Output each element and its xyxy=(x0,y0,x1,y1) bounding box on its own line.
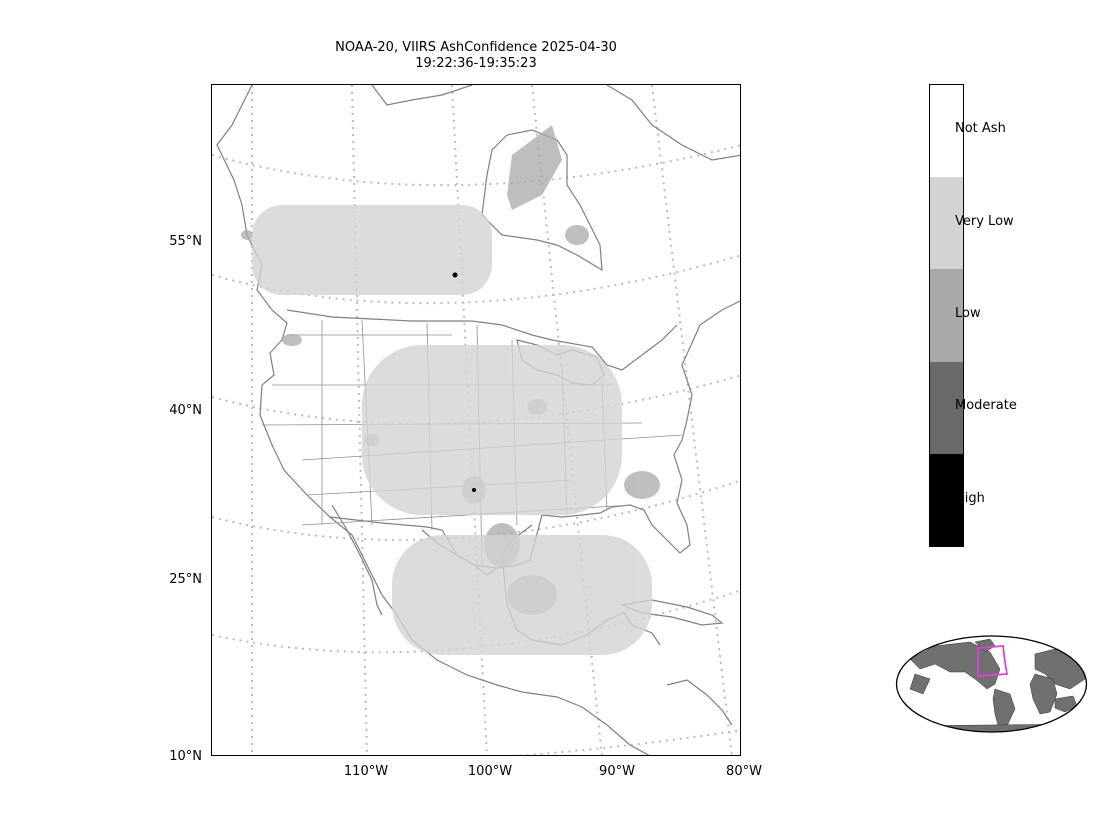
hudson-bay xyxy=(481,129,603,272)
parallel-line xyxy=(212,144,740,187)
colorbar-very-low xyxy=(930,177,963,270)
lon-label-90w: 90°W xyxy=(599,764,635,779)
colorbar xyxy=(929,84,964,547)
ash-patch-low xyxy=(507,125,562,210)
central-america xyxy=(629,744,650,755)
ash-patch-very-low xyxy=(392,535,652,655)
map-canvas xyxy=(212,85,740,755)
map-title: NOAA-20, VIIRS AshConfidence 2025-04-30 … xyxy=(211,40,741,72)
globe-outline xyxy=(895,635,1088,733)
ash-patch-low xyxy=(241,230,253,240)
meridian-line xyxy=(351,85,368,755)
lat-label-55: 55°N xyxy=(169,234,202,249)
parallel-line xyxy=(514,729,740,755)
lat-label-40: 40°N xyxy=(169,403,202,418)
ash-confidence-high xyxy=(452,272,476,492)
lon-label-100w: 100°W xyxy=(467,764,513,779)
ash-patch-low xyxy=(565,225,589,245)
lon-label-80w: 80°W xyxy=(726,764,762,779)
central-america xyxy=(666,679,733,726)
ash-patch-low xyxy=(282,334,302,346)
lat-label-25: 25°N xyxy=(169,572,202,587)
coastlines xyxy=(216,85,740,755)
atlantic-coastline xyxy=(681,300,740,421)
lon-label-110w: 110°W xyxy=(343,764,389,779)
world-locator-inset xyxy=(895,635,1088,733)
pacific-coastline xyxy=(216,85,631,746)
parallel-line xyxy=(212,254,740,305)
asia-west-shape xyxy=(909,673,931,695)
us-canada-border xyxy=(286,309,678,371)
title-line-1: NOAA-20, VIIRS AshConfidence 2025-04-30 xyxy=(335,40,617,55)
cuba xyxy=(619,599,724,626)
colorbar-not-ash xyxy=(930,85,963,178)
colorbar-label-moderate: Moderate xyxy=(955,398,1017,413)
lat-label-10: 10°N xyxy=(169,749,202,764)
colorbar-label-very-low: Very Low xyxy=(955,214,1014,229)
baja-coast xyxy=(331,504,383,616)
australia-shape xyxy=(1054,695,1078,713)
colorbar-label-high: High xyxy=(955,491,985,506)
ash-patch-very-low xyxy=(252,205,492,295)
ash-patch-low xyxy=(624,471,660,499)
title-line-2: 19:22:36-19:35:23 xyxy=(415,56,537,71)
arctic-island xyxy=(371,85,473,106)
ash-patch-very-low xyxy=(362,345,622,515)
ash-confidence-very-low xyxy=(252,205,652,655)
colorbar-moderate xyxy=(930,361,963,454)
africa-shape xyxy=(1029,673,1058,715)
colorbar-label-not-ash: Not Ash xyxy=(955,121,1006,136)
colorbar-low xyxy=(930,269,963,362)
arctic-island xyxy=(606,85,740,161)
ash-point-high xyxy=(472,488,476,492)
colorbar-high xyxy=(930,453,963,547)
meridian-line xyxy=(651,85,733,755)
map-extent-box xyxy=(977,645,1009,677)
map-panel[interactable] xyxy=(211,84,741,756)
ash-point-high xyxy=(452,272,458,278)
colorbar-label-low: Low xyxy=(955,306,981,321)
